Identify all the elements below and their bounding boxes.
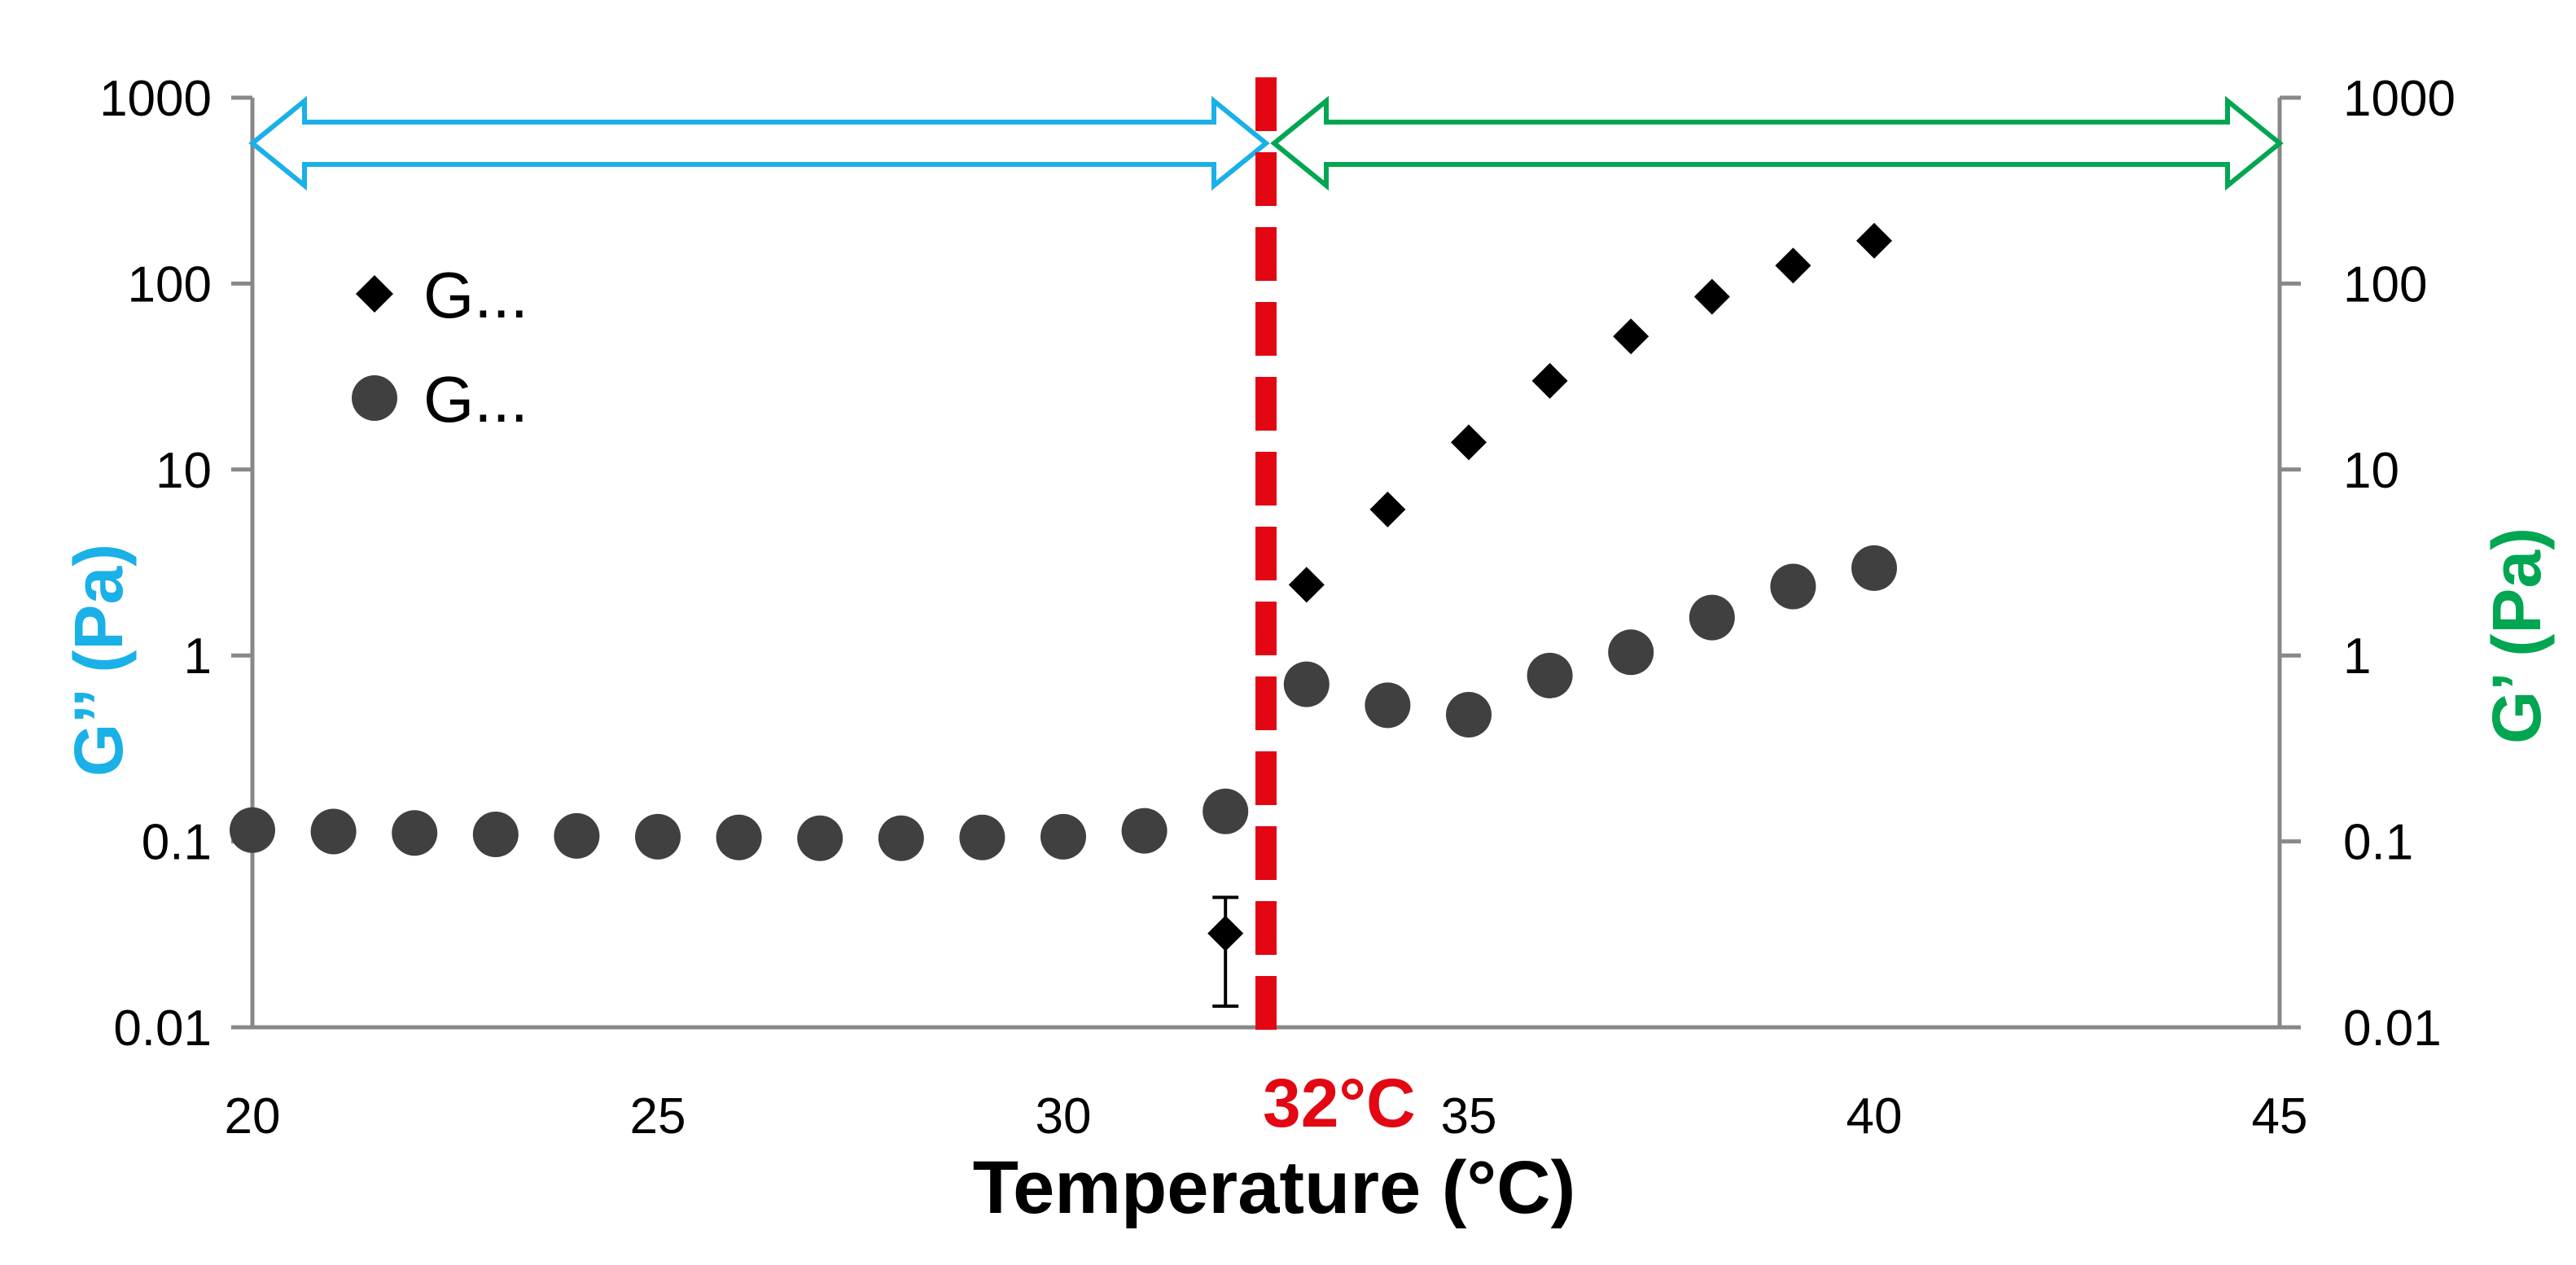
left-region-arrow bbox=[248, 95, 1270, 191]
y-tick-label-left: 10 bbox=[156, 443, 212, 499]
circle-point bbox=[1689, 594, 1735, 641]
circle-point bbox=[1203, 788, 1249, 834]
legend-diamond-marker bbox=[356, 275, 393, 313]
y-axis-title-right: G’ (Pa) bbox=[2478, 527, 2555, 744]
diamond-point bbox=[1207, 915, 1244, 952]
right-region-arrow bbox=[1270, 95, 2284, 191]
circle-point bbox=[878, 815, 924, 861]
labels-group: 0.01 0.01 0.1 0.1 1 1 10 10 100 100 1000 1000 20 25 30… bbox=[60, 71, 2555, 1229]
circle-point bbox=[1608, 629, 1654, 676]
diamond-point bbox=[1856, 222, 1892, 259]
y-tick-label-left: 0.1 bbox=[142, 815, 212, 871]
legend-label-circle: G... bbox=[423, 363, 528, 436]
y-tick-label-left: 100 bbox=[128, 256, 212, 313]
y-tick-label-left: 0.01 bbox=[113, 1000, 212, 1057]
legend-label-diamond: G... bbox=[423, 259, 528, 331]
y-tick-label-right: 0.01 bbox=[2343, 1000, 2442, 1057]
diamond-point bbox=[1531, 362, 1568, 399]
circle-point bbox=[635, 813, 681, 860]
y-tick-label-left: 1000 bbox=[99, 71, 212, 127]
transition-temperature-label: 32°C bbox=[1263, 1065, 1416, 1141]
circle-point bbox=[1121, 808, 1168, 854]
circle-point bbox=[959, 814, 1005, 860]
circle-point bbox=[1365, 682, 1411, 729]
y-tick-label-right: 100 bbox=[2343, 256, 2427, 313]
circle-point bbox=[392, 810, 438, 856]
circle-point bbox=[310, 808, 357, 855]
circle-point bbox=[1446, 692, 1492, 738]
circle-point bbox=[554, 812, 600, 859]
x-tick-label: 30 bbox=[1036, 1088, 1092, 1145]
circle-series bbox=[230, 545, 1897, 861]
legend: G... G... bbox=[352, 259, 528, 436]
x-tick-label: 45 bbox=[2252, 1088, 2308, 1145]
circle-point bbox=[230, 807, 275, 853]
transition-line-group: 32°C bbox=[1255, 77, 1416, 1141]
diamond-point bbox=[1613, 318, 1649, 355]
y-tick-label-right: 0.1 bbox=[2343, 815, 2413, 871]
diamond-point bbox=[1451, 424, 1487, 461]
x-tick-label: 35 bbox=[1441, 1088, 1497, 1145]
diamond-point bbox=[1288, 567, 1325, 603]
diamond-series bbox=[1207, 222, 1892, 1008]
legend-circle-marker bbox=[352, 375, 397, 421]
y-tick-label-right: 1000 bbox=[2343, 71, 2456, 127]
circle-point bbox=[797, 815, 843, 861]
diamond-point bbox=[1775, 247, 1812, 284]
y-axis-title-left: G’’ (Pa) bbox=[60, 544, 137, 777]
circle-point bbox=[1040, 813, 1086, 860]
circle-point bbox=[1770, 563, 1816, 610]
x-axis-title: Temperature (°C) bbox=[973, 1146, 1576, 1229]
y-tick-label-left: 1 bbox=[184, 628, 212, 685]
circle-point bbox=[1851, 545, 1897, 591]
diamond-point bbox=[1369, 491, 1406, 527]
x-tick-label: 25 bbox=[630, 1088, 686, 1145]
circle-point bbox=[472, 812, 519, 858]
diamond-point bbox=[1693, 278, 1730, 315]
circle-point bbox=[716, 814, 762, 860]
circle-point bbox=[1527, 652, 1573, 698]
region-arrows-group bbox=[248, 95, 2284, 191]
x-tick-label: 40 bbox=[1847, 1088, 1903, 1145]
x-tick-label: 20 bbox=[225, 1088, 281, 1145]
y-tick-label-right: 10 bbox=[2343, 443, 2399, 499]
circle-point bbox=[1283, 661, 1330, 707]
y-tick-label-right: 1 bbox=[2343, 628, 2371, 685]
